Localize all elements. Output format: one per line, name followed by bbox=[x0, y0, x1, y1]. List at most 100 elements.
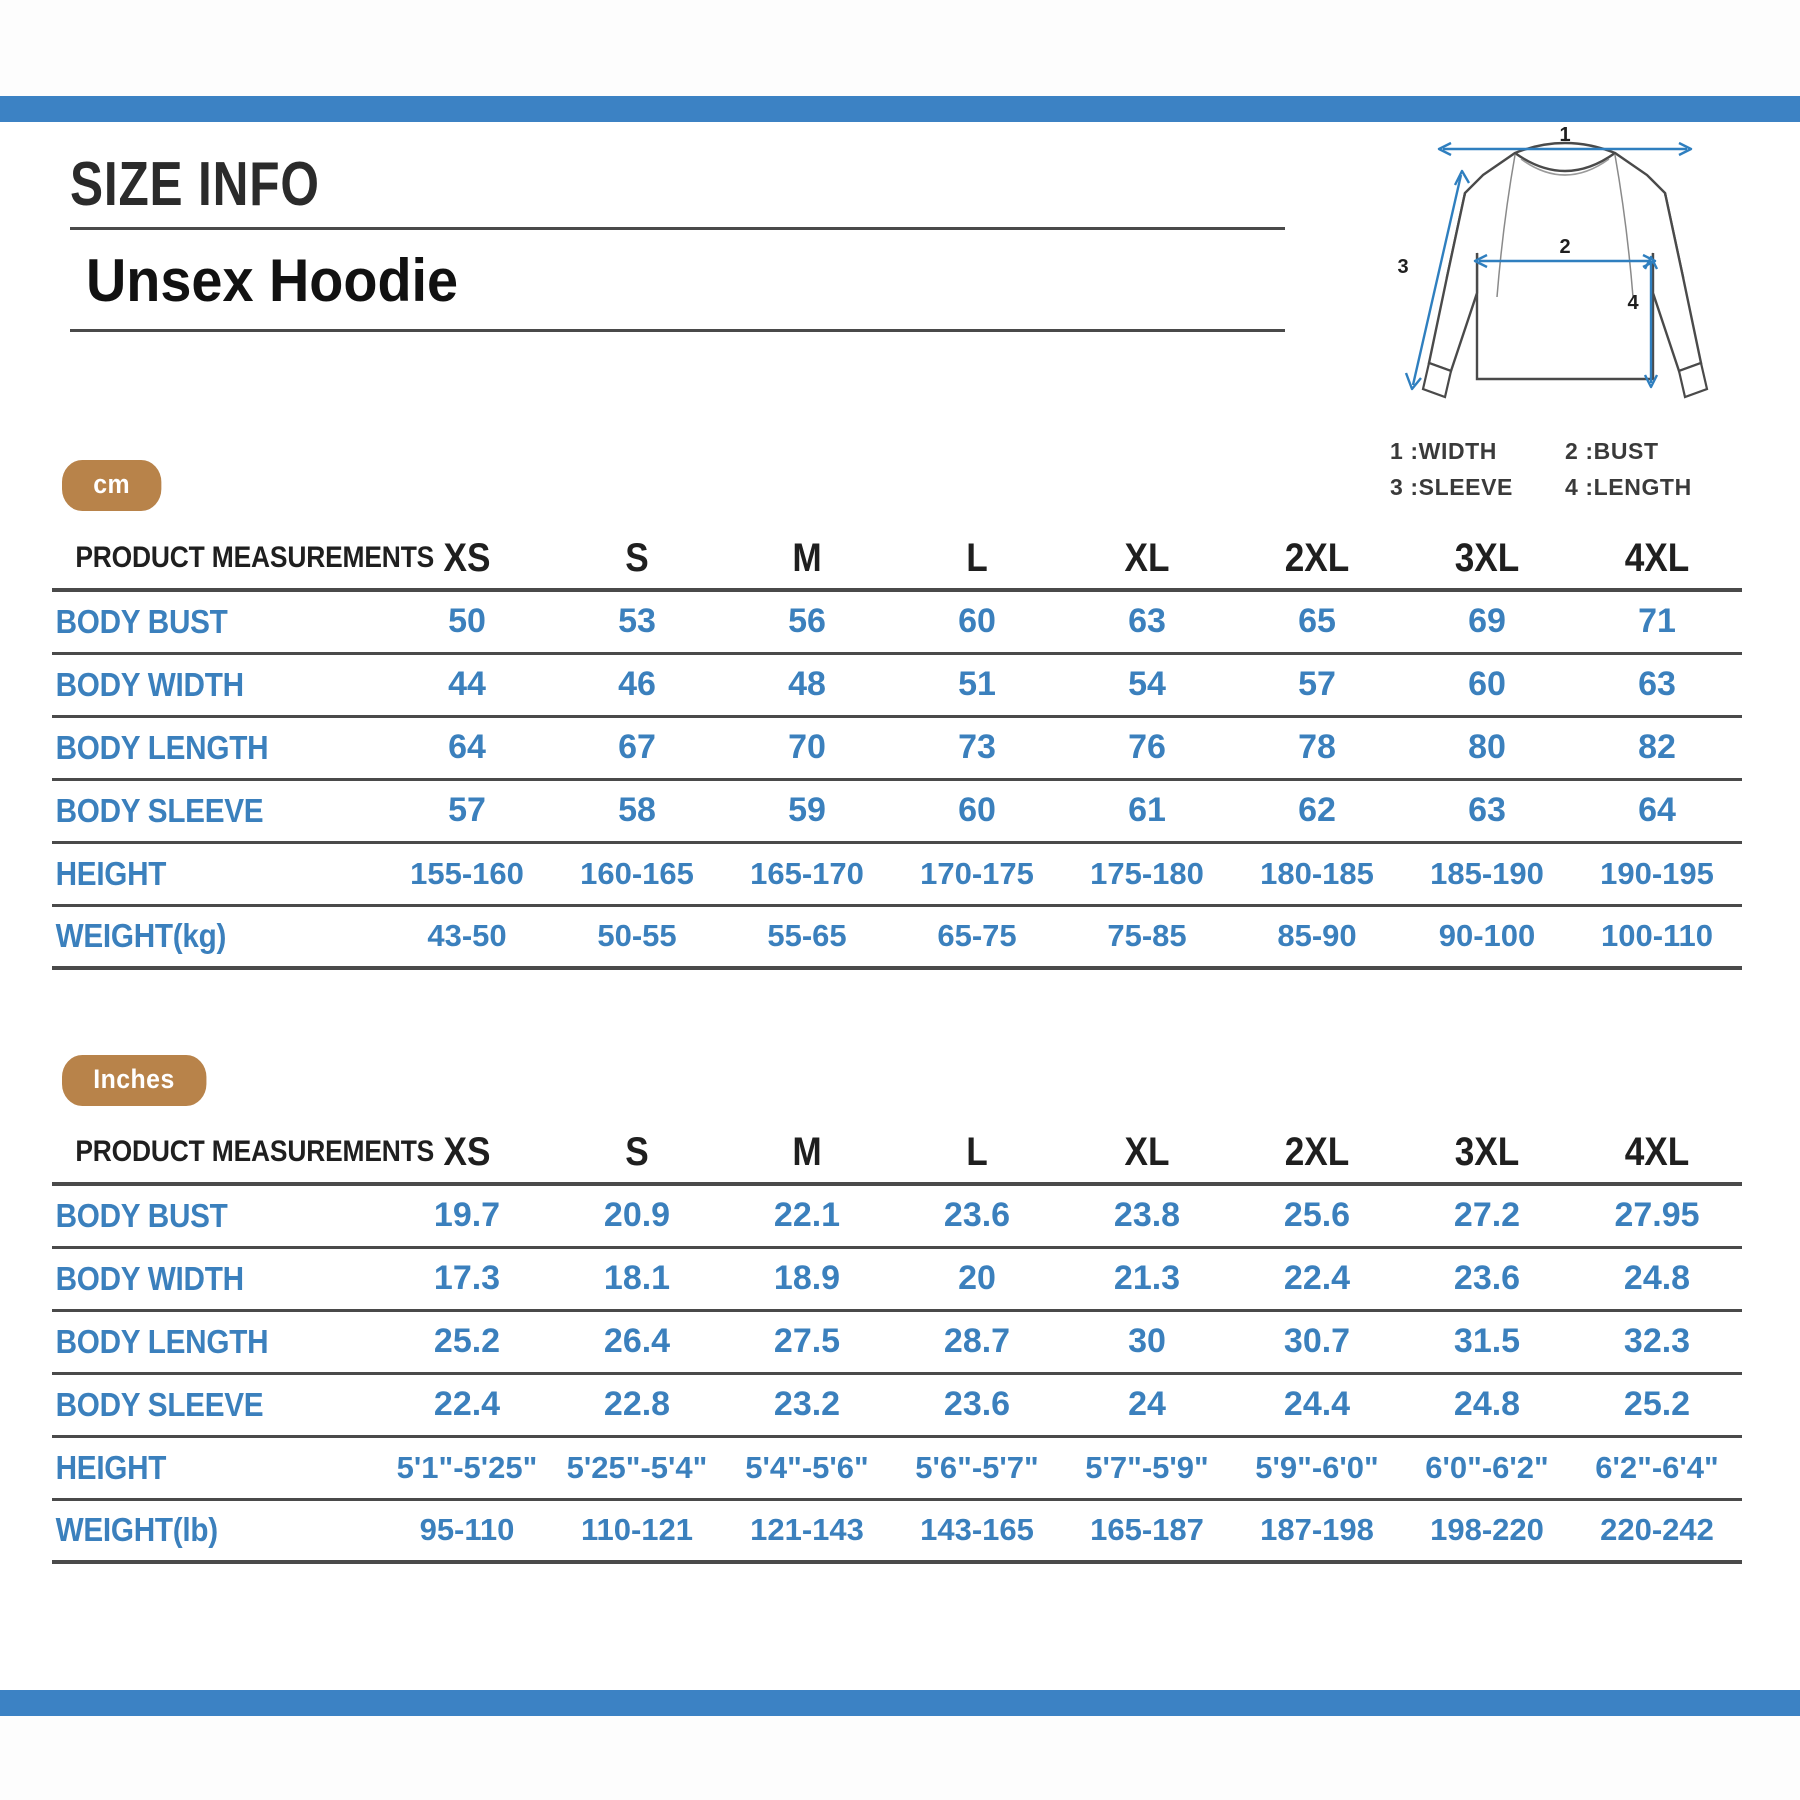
cell-value: 65 bbox=[1298, 602, 1336, 641]
column-header-label: PRODUCT MEASUREMENTS bbox=[75, 541, 435, 574]
cell-value: 58 bbox=[618, 791, 656, 829]
row-label: BODY SLEEVE bbox=[55, 791, 264, 829]
cell-value: 60 bbox=[1468, 665, 1506, 703]
cell-value: 48 bbox=[788, 665, 826, 703]
row-label: BODY SLEEVE bbox=[55, 1385, 264, 1423]
cell-value: 78 bbox=[1298, 728, 1336, 766]
column-header-xl: XL bbox=[1124, 1129, 1170, 1174]
cell-value: 30 bbox=[1128, 1322, 1166, 1360]
dimension-arrow-length bbox=[1643, 255, 1659, 389]
cell-value: 31.5 bbox=[1453, 1322, 1521, 1360]
cell-value: 71 bbox=[1638, 602, 1676, 641]
cell-value: 70 bbox=[788, 728, 826, 766]
cell-value: 50 bbox=[448, 602, 486, 641]
unit-badge-inches-wrap: Inches bbox=[62, 1055, 219, 1106]
cell-value: 50-55 bbox=[597, 918, 677, 954]
legend-row: 3 :SLEEVE 4 :LENGTH bbox=[1390, 470, 1790, 506]
measurements-table-cm: PRODUCT MEASUREMENTS XS S M L XL 2XL 3XL… bbox=[52, 528, 1742, 970]
column-header-s: S bbox=[625, 535, 649, 580]
cell-value: 165-187 bbox=[1090, 1512, 1204, 1548]
cell-value: 25.2 bbox=[1623, 1385, 1691, 1423]
cell-value: 6'2"-6'4" bbox=[1595, 1449, 1719, 1485]
cell-value: 20.9 bbox=[603, 1196, 671, 1235]
row-label: BODY LENGTH bbox=[55, 728, 269, 766]
left-seam bbox=[1496, 154, 1516, 298]
hoodie-illustration-svg: 1 2 3 bbox=[1397, 127, 1709, 399]
collar-inner-line bbox=[1520, 158, 1610, 176]
table-row: BODY WIDTH 44 46 48 51 54 57 60 63 bbox=[52, 653, 1742, 716]
cell-value: 22.8 bbox=[603, 1385, 671, 1423]
table-row: HEIGHT 5'1"-5'25" 5'25"-5'4" 5'4"-5'6" 5… bbox=[52, 1436, 1742, 1499]
table-row: HEIGHT 155-160 160-165 165-170 170-175 1… bbox=[52, 842, 1742, 905]
cell-value: 63 bbox=[1468, 791, 1506, 829]
table-header-row: PRODUCT MEASUREMENTS XS S M L XL 2XL 3XL… bbox=[52, 528, 1742, 590]
cell-value: 54 bbox=[1128, 665, 1166, 703]
cell-value: 22.1 bbox=[773, 1196, 841, 1235]
column-header-m: M bbox=[792, 1129, 822, 1174]
row-label: BODY BUST bbox=[55, 1196, 228, 1234]
bottom-accent-bar bbox=[0, 1690, 1800, 1716]
row-label: BODY WIDTH bbox=[55, 1259, 244, 1297]
measurements-table-inches: PRODUCT MEASUREMENTS XS S M L XL 2XL 3XL… bbox=[52, 1122, 1742, 1564]
cell-value: 60 bbox=[958, 791, 996, 829]
cell-value: 20 bbox=[958, 1259, 996, 1297]
cell-value: 26.4 bbox=[603, 1322, 671, 1360]
cell-value: 170-175 bbox=[920, 855, 1034, 891]
table-row: BODY WIDTH 17.3 18.1 18.9 20 21.3 22.4 2… bbox=[52, 1247, 1742, 1310]
dimension-label-4: 4 bbox=[1627, 292, 1639, 314]
cell-value: 190-195 bbox=[1600, 855, 1714, 891]
cell-value: 160-165 bbox=[580, 855, 694, 891]
subtitle-divider bbox=[70, 329, 1285, 333]
cell-value: 187-198 bbox=[1260, 1512, 1374, 1548]
right-cuff bbox=[1677, 361, 1709, 399]
column-header-4xl: 4XL bbox=[1624, 535, 1690, 580]
cell-value: 121-143 bbox=[750, 1512, 864, 1548]
column-header-xl: XL bbox=[1124, 535, 1170, 580]
cell-value: 175-180 bbox=[1090, 855, 1204, 891]
cell-value: 24.8 bbox=[1453, 1385, 1521, 1423]
cell-value: 19.7 bbox=[433, 1196, 501, 1235]
cell-value: 180-185 bbox=[1260, 855, 1374, 891]
cell-value: 53 bbox=[618, 602, 656, 641]
column-header-2xl: 2XL bbox=[1284, 1129, 1350, 1174]
dimension-arrow-width bbox=[1437, 141, 1693, 157]
unit-badge-cm-wrap: cm bbox=[62, 460, 170, 511]
cell-value: 63 bbox=[1638, 665, 1676, 703]
table-header-row: PRODUCT MEASUREMENTS XS S M L XL 2XL 3XL… bbox=[52, 1122, 1742, 1184]
table-row: WEIGHT(kg) 43-50 50-55 55-65 65-75 75-85… bbox=[52, 905, 1742, 968]
legend-bust: 2 :BUST bbox=[1565, 438, 1659, 464]
title-block: SIZE INFO Unsex Hoodie bbox=[70, 152, 1290, 333]
cell-value: 27.95 bbox=[1614, 1196, 1700, 1235]
dimension-arrow-sleeve bbox=[1404, 169, 1471, 391]
product-name: Unsex Hoodie bbox=[86, 247, 459, 315]
cell-value: 55-65 bbox=[767, 918, 847, 954]
cell-value: 51 bbox=[958, 665, 996, 703]
title-divider bbox=[70, 227, 1285, 231]
cell-value: 28.7 bbox=[943, 1322, 1011, 1360]
row-label: HEIGHT bbox=[55, 1448, 167, 1486]
cell-value: 18.1 bbox=[603, 1259, 671, 1297]
cell-value: 61 bbox=[1128, 791, 1166, 829]
cell-value: 23.8 bbox=[1113, 1196, 1181, 1235]
dimension-label-1: 1 bbox=[1559, 127, 1570, 146]
cell-value: 18.9 bbox=[773, 1259, 841, 1297]
cell-value: 23.6 bbox=[943, 1385, 1011, 1423]
right-seam bbox=[1614, 154, 1634, 298]
legend-width: 1 :WIDTH bbox=[1390, 438, 1498, 464]
measurements-table-cm-wrap: PRODUCT MEASUREMENTS XS S M L XL 2XL 3XL… bbox=[52, 528, 1742, 970]
cell-value: 24.4 bbox=[1283, 1385, 1351, 1423]
row-label: WEIGHT(lb) bbox=[55, 1511, 219, 1549]
cell-value: 65-75 bbox=[937, 918, 1017, 954]
column-header-m: M bbox=[792, 535, 822, 580]
row-label: BODY BUST bbox=[55, 602, 228, 640]
cell-value: 5'4"-5'6" bbox=[745, 1449, 869, 1485]
column-header-l: L bbox=[966, 1129, 988, 1174]
cell-value: 95-110 bbox=[419, 1512, 515, 1548]
cell-value: 25.2 bbox=[433, 1322, 501, 1360]
cell-value: 198-220 bbox=[1430, 1512, 1544, 1548]
cell-value: 90-100 bbox=[1438, 918, 1536, 954]
cell-value: 73 bbox=[958, 728, 996, 766]
cell-value: 220-242 bbox=[1600, 1512, 1714, 1548]
cell-value: 64 bbox=[1638, 791, 1676, 829]
column-header-s: S bbox=[625, 1129, 649, 1174]
